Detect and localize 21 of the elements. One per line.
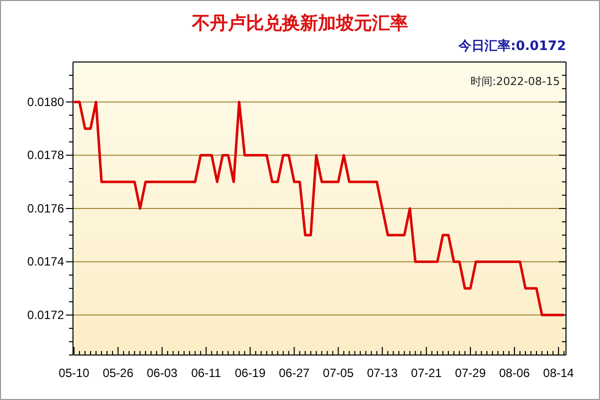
- y-tick-label: 0.0176: [27, 201, 64, 216]
- y-tick-label: 0.0172: [27, 308, 64, 322]
- chart-title: 不丹卢比兑换新加坡元汇率: [191, 13, 408, 34]
- annotation: 时间:2022-08-15: [470, 75, 560, 88]
- x-tick-label: 08-06: [499, 366, 530, 380]
- x-tick-label: 07-13: [366, 366, 398, 380]
- y-tick-label: 0.0174: [27, 254, 64, 269]
- x-tick-label: 06-11: [191, 366, 222, 380]
- x-tick-label: 07-29: [455, 366, 486, 380]
- y-tick-label: 0.0180: [27, 94, 64, 109]
- x-tick-label: 06-03: [146, 366, 178, 380]
- x-tick-label: 08-14: [543, 366, 574, 380]
- x-tick-label: 05-26: [102, 366, 134, 380]
- y-tick-label: 0.0178: [27, 148, 64, 162]
- x-tick-label: 07-21: [411, 366, 442, 380]
- text: 今日汇率:0.0172: [458, 38, 566, 54]
- x-tick-label: 06-27: [278, 366, 310, 380]
- x-tick-label: 05-10: [58, 366, 90, 380]
- x-tick-label: 07-05: [322, 366, 354, 380]
- x-tick-label: 06-19: [234, 366, 266, 380]
- line-series: [72, 100, 566, 316]
